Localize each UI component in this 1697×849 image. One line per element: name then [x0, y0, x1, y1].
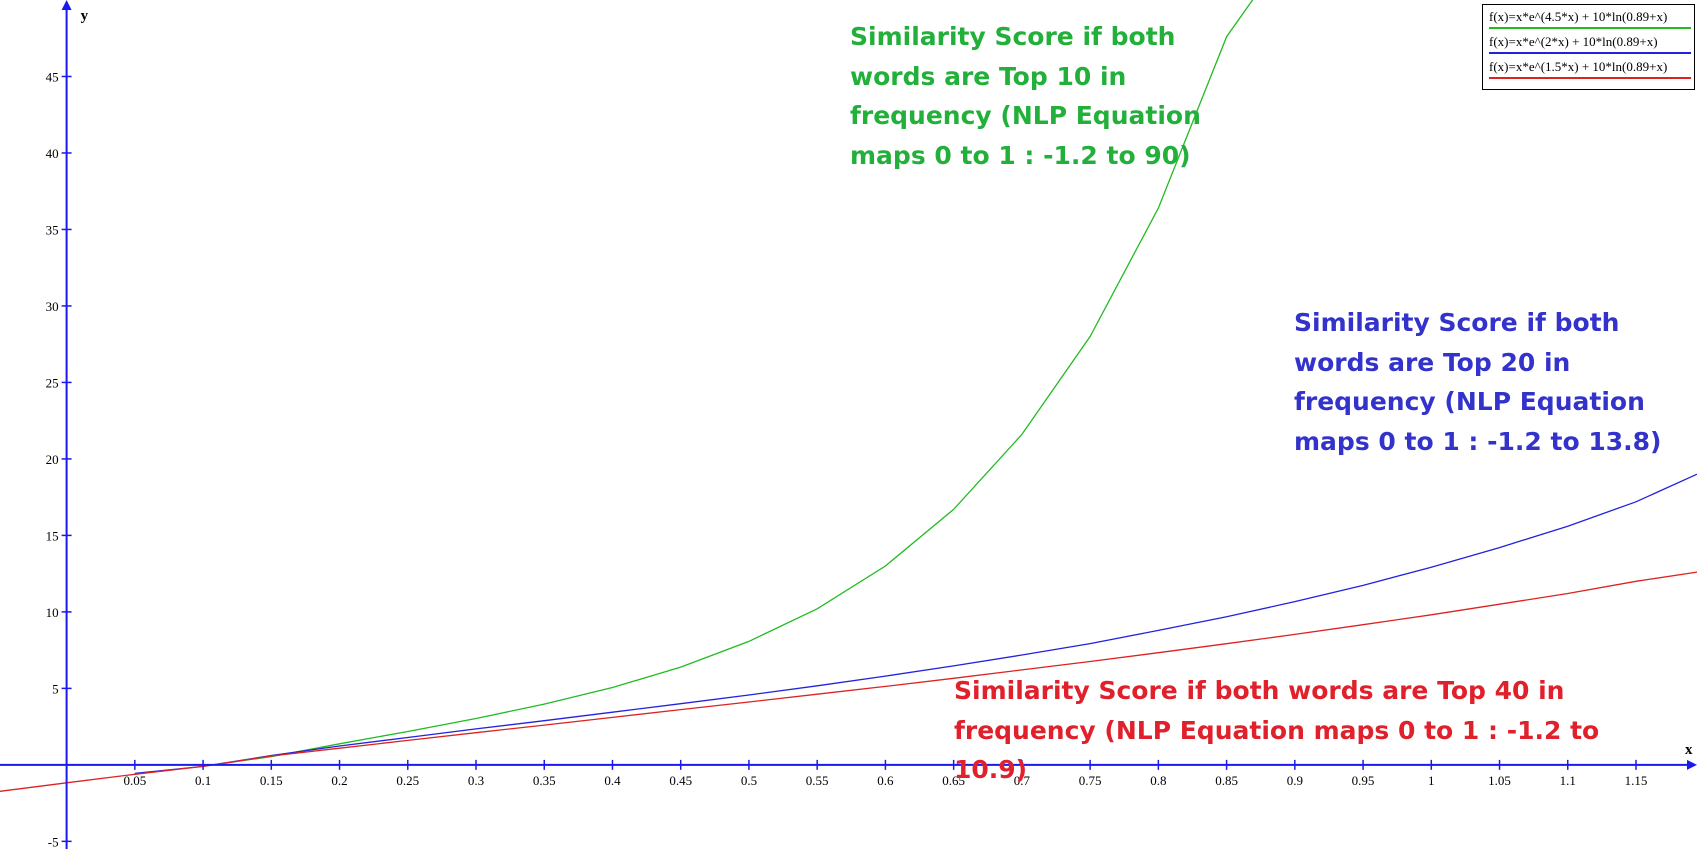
series-line-3 — [0, 571, 1697, 792]
annotation-line: Similarity Score if both words are Top 4… — [954, 676, 1565, 705]
legend-label: f(x)=x*e^(4.5*x) + 10*ln(0.89+x) — [1489, 9, 1668, 24]
y-tick-label: 20 — [46, 452, 59, 467]
legend-swatch — [1489, 77, 1691, 79]
x-tick-label: 0.8 — [1150, 773, 1166, 788]
y-axis-arrowhead — [61, 0, 72, 10]
x-tick-label: 0.55 — [806, 773, 829, 788]
x-tick-label: 0.05 — [123, 773, 146, 788]
x-tick-label: 0.7 — [1014, 773, 1031, 788]
series-curves — [0, 0, 1697, 792]
series-line-2 — [134, 473, 1697, 775]
x-tick-label: 0.6 — [877, 773, 894, 788]
annotation-top40: Similarity Score if both words are Top 4… — [954, 671, 1674, 790]
x-tick-label: 0.65 — [942, 773, 965, 788]
legend: f(x)=x*e^(4.5*x) + 10*ln(0.89+x) f(x)=x*… — [1482, 4, 1695, 90]
annotation-top20: Similarity Score if both words are Top 2… — [1294, 303, 1684, 461]
x-axis-arrowhead — [1687, 759, 1697, 770]
annotation-top10: Similarity Score if both words are Top 1… — [850, 17, 1210, 175]
annotation-line: frequency (NLP Equation — [850, 101, 1201, 130]
annotation-line: frequency (NLP Equation — [1294, 387, 1645, 416]
x-tick-label: 0.75 — [1079, 773, 1102, 788]
x-tick-label: 1.15 — [1625, 773, 1648, 788]
x-tick-label: 0.4 — [604, 773, 621, 788]
x-tick-label: 0.35 — [533, 773, 556, 788]
x-tick-label: 0.3 — [468, 773, 484, 788]
y-tick-label: 40 — [46, 146, 59, 161]
legend-entry: f(x)=x*e^(1.5*x) + 10*ln(0.89+x) — [1489, 56, 1691, 80]
annotation-line: maps 0 to 1 : -1.2 to 90) — [850, 140, 1191, 170]
x-tick-label: 0.5 — [741, 773, 757, 788]
x-tick-label: 1 — [1428, 773, 1435, 788]
x-tick-label: 0.15 — [260, 773, 283, 788]
annotation-line: frequency (NLP Equation maps 0 to 1 : -1… — [954, 715, 1600, 785]
x-tick-label: 0.9 — [1287, 773, 1303, 788]
y-tick-label: 35 — [46, 222, 59, 237]
y-tick-label: -5 — [48, 834, 59, 849]
legend-label: f(x)=x*e^(1.5*x) + 10*ln(0.89+x) — [1489, 59, 1668, 74]
x-tick-label: 0.25 — [396, 773, 419, 788]
annotation-line: words are Top 10 in — [850, 61, 1127, 91]
y-tick-label: 45 — [46, 69, 59, 84]
x-tick-label: 1.05 — [1488, 773, 1511, 788]
annotation-line: Similarity Score if both — [1294, 308, 1620, 337]
x-tick-label: 0.1 — [195, 773, 211, 788]
x-tick-label: 0.95 — [1352, 773, 1375, 788]
annotation-line: words are Top 20 in — [1294, 347, 1571, 377]
x-tick-label: 1.1 — [1560, 773, 1576, 788]
annotation-line: Similarity Score if both — [850, 22, 1176, 51]
series-line-1 — [216, 0, 1254, 765]
legend-entry: f(x)=x*e^(4.5*x) + 10*ln(0.89+x) — [1489, 6, 1691, 30]
annotation-line: maps 0 to 1 : -1.2 to 13.8) — [1294, 426, 1662, 456]
y-tick-label: 5 — [52, 681, 59, 696]
y-tick-label: 25 — [46, 375, 59, 390]
x-axis-label: x — [1685, 742, 1693, 758]
legend-label: f(x)=x*e^(2*x) + 10*ln(0.89+x) — [1489, 34, 1658, 49]
legend-entry: f(x)=x*e^(2*x) + 10*ln(0.89+x) — [1489, 31, 1691, 55]
legend-swatch — [1489, 52, 1691, 54]
y-tick-label: 15 — [46, 528, 59, 543]
y-tick-label: 10 — [46, 605, 59, 620]
x-tick-label: 0.85 — [1215, 773, 1238, 788]
x-tick-label: 0.45 — [669, 773, 692, 788]
y-tick-label: 30 — [46, 299, 59, 314]
x-tick-label: 0.2 — [331, 773, 347, 788]
legend-swatch — [1489, 27, 1691, 29]
y-axis-label: y — [81, 8, 89, 24]
